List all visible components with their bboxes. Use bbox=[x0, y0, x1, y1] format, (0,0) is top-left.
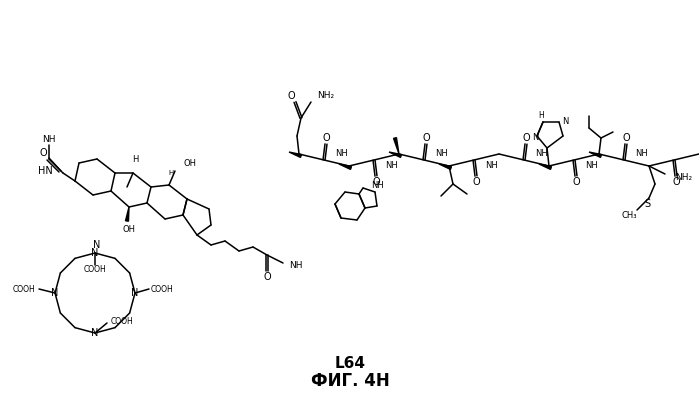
Polygon shape bbox=[126, 207, 129, 221]
Text: NH: NH bbox=[42, 135, 56, 143]
Text: HN: HN bbox=[38, 166, 53, 176]
Text: O: O bbox=[622, 133, 630, 143]
Text: NH: NH bbox=[535, 150, 547, 159]
Text: S: S bbox=[644, 199, 650, 209]
Polygon shape bbox=[389, 152, 401, 157]
Text: O: O bbox=[473, 177, 480, 187]
Text: NH: NH bbox=[484, 161, 498, 171]
Text: CH₃: CH₃ bbox=[621, 211, 637, 221]
Text: N: N bbox=[51, 288, 59, 298]
Text: OH: OH bbox=[122, 225, 136, 233]
Text: NH: NH bbox=[635, 150, 647, 159]
Text: NH: NH bbox=[384, 161, 397, 171]
Polygon shape bbox=[339, 164, 352, 169]
Text: NH: NH bbox=[335, 150, 347, 159]
Text: O: O bbox=[322, 133, 330, 143]
Polygon shape bbox=[394, 138, 399, 154]
Text: NH₂: NH₂ bbox=[675, 173, 692, 183]
Polygon shape bbox=[589, 152, 601, 157]
Text: O: O bbox=[372, 177, 380, 187]
Text: O: O bbox=[287, 91, 295, 101]
Text: COOH: COOH bbox=[151, 285, 174, 294]
Text: NH: NH bbox=[371, 181, 384, 190]
Text: COOH: COOH bbox=[111, 316, 134, 325]
Text: N: N bbox=[92, 248, 99, 258]
Text: ФИГ. 4Н: ФИГ. 4Н bbox=[310, 372, 389, 390]
Text: COOH: COOH bbox=[84, 264, 106, 273]
Text: O: O bbox=[422, 133, 430, 143]
Text: N: N bbox=[562, 118, 568, 126]
Text: NH: NH bbox=[435, 150, 447, 159]
Text: O: O bbox=[264, 272, 271, 282]
Text: O: O bbox=[39, 148, 47, 158]
Text: H: H bbox=[538, 112, 544, 121]
Text: H: H bbox=[168, 170, 173, 176]
Text: NH₂: NH₂ bbox=[317, 92, 334, 100]
Polygon shape bbox=[439, 164, 452, 169]
Polygon shape bbox=[289, 152, 301, 157]
Text: NH: NH bbox=[584, 161, 598, 171]
Polygon shape bbox=[539, 164, 552, 169]
Text: N: N bbox=[131, 288, 138, 298]
Text: O: O bbox=[522, 133, 530, 143]
Text: O: O bbox=[572, 177, 579, 187]
Text: N: N bbox=[92, 328, 99, 338]
Text: NH: NH bbox=[289, 261, 303, 270]
Text: H: H bbox=[132, 154, 138, 164]
Text: N: N bbox=[93, 240, 101, 250]
Text: L64: L64 bbox=[335, 356, 366, 370]
Text: OH: OH bbox=[183, 159, 196, 168]
Text: O: O bbox=[672, 177, 680, 187]
Text: COOH: COOH bbox=[13, 285, 35, 294]
Text: N: N bbox=[532, 133, 538, 142]
